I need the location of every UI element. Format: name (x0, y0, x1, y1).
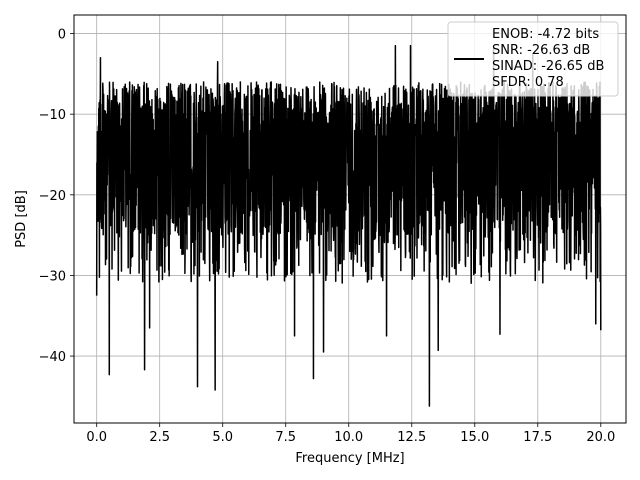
legend-line-enob: ENOB: -4.72 bits (492, 27, 599, 42)
plot-frame (73, 14, 627, 424)
legend-box (447, 21, 619, 97)
x-tick-label: 7.5 (275, 430, 296, 445)
series-layer (95, 44, 602, 407)
legend-line-snr: SNR: -26.63 dB (492, 43, 590, 58)
x-tick-label: 10.0 (334, 430, 363, 445)
y-tick-label: −10 (39, 108, 66, 123)
x-tick-label: 20.0 (586, 430, 615, 445)
y-axis-label: PSD [dB] (14, 190, 29, 248)
x-tick-label: 0.0 (86, 430, 107, 445)
y-tick-label: −30 (39, 269, 66, 284)
legend: ENOB: -4.72 bits SNR: -26.63 dB SINAD: -… (447, 21, 619, 97)
legend-line-sinad: SINAD: -26.65 dB (492, 59, 604, 74)
x-tick-label: 15.0 (460, 430, 489, 445)
y-axis-ticks: 0 −10 −20 −30 −40 (39, 28, 74, 365)
x-tick-label: 17.5 (523, 430, 552, 445)
x-tick-label: 12.5 (397, 430, 426, 445)
x-tick-label: 2.5 (149, 430, 170, 445)
x-axis-label: Frequency [MHz] (295, 451, 404, 466)
y-tick-label: 0 (58, 28, 66, 43)
x-tick-label: 5.0 (212, 430, 233, 445)
x-axis-ticks: 0.0 2.5 5.0 7.5 10.0 12.5 15.0 17.5 20.0 (86, 423, 615, 445)
y-tick-label: −20 (39, 189, 66, 204)
legend-line-sfdr: SFDR: 0.78 (492, 75, 564, 90)
y-tick-label: −40 (39, 350, 66, 365)
psd-series-line (95, 44, 602, 407)
